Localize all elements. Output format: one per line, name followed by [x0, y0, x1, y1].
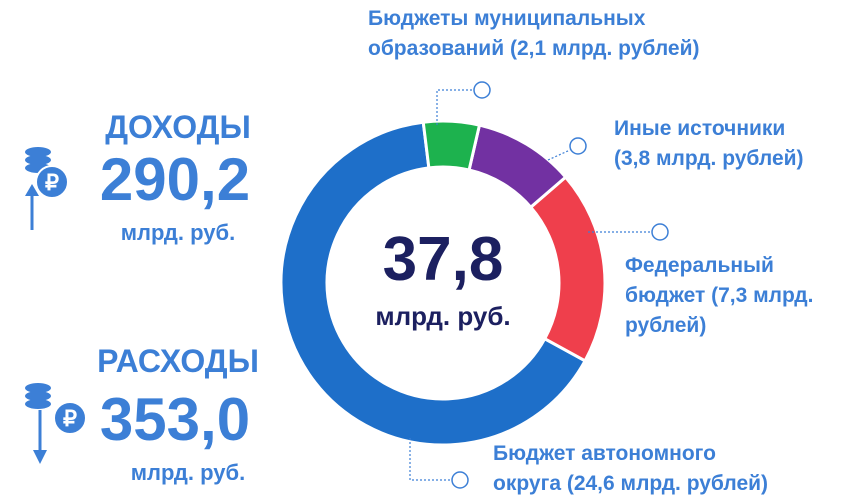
expenses-icon: ₽	[25, 383, 87, 464]
donut-segment	[421, 119, 482, 172]
income-value: 290,2	[100, 146, 250, 213]
donut-segment	[467, 123, 568, 210]
income-title: ДОХОДЫ	[105, 109, 251, 145]
income-icon: ₽	[25, 147, 69, 230]
leader-dot	[473, 81, 491, 99]
expenses-unit: млрд. руб.	[131, 460, 245, 485]
svg-text:₽: ₽	[45, 170, 59, 195]
segment-label: Федеральный	[625, 254, 774, 277]
expenses-title: РАСХОДЫ	[97, 343, 259, 379]
leader-dot	[451, 471, 469, 489]
leader-line	[547, 149, 571, 161]
donut-segment	[279, 120, 588, 447]
leader-dot	[569, 137, 587, 155]
expenses-value: 353,0	[100, 386, 250, 453]
donut-segment	[528, 175, 607, 363]
segment-label: рублей)	[625, 314, 706, 337]
leader-dot	[651, 223, 669, 241]
svg-text:₽: ₽	[63, 406, 77, 431]
segment-label: Иные источники	[614, 117, 785, 140]
leader-line	[409, 438, 452, 481]
segment-label: (3,8 млрд. рублей)	[614, 147, 804, 170]
segment-label: Бюджет автономного	[493, 442, 716, 465]
segment-label: образований (2,1 млрд. рублей)	[368, 37, 699, 60]
segment-label: округа (24,6 млрд. рублей)	[493, 472, 768, 495]
center-value: 37,8	[383, 225, 504, 294]
segment-label: Бюджеты муниципальных	[368, 7, 646, 30]
segment-label: бюджет (7,3 млрд.	[625, 284, 813, 307]
income-unit: млрд. руб.	[121, 220, 235, 245]
center-unit: млрд. руб.	[375, 301, 510, 331]
